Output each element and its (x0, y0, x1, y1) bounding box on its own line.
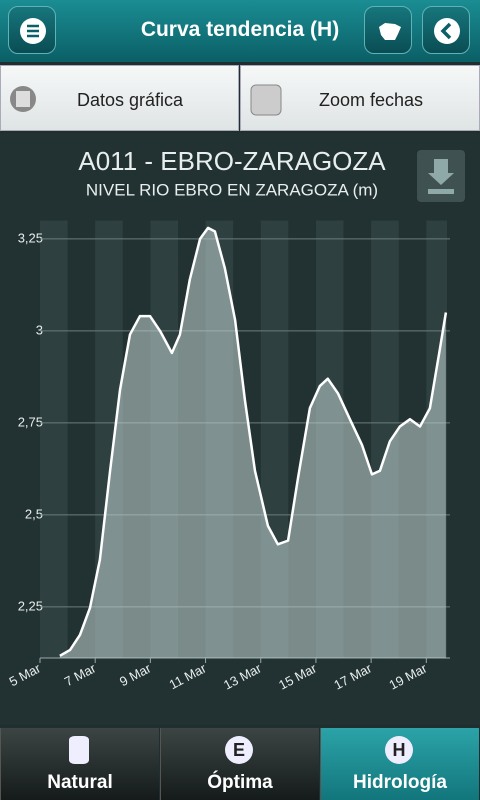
download-button[interactable] (417, 150, 465, 202)
tab-label: Óptima (207, 772, 273, 793)
tab-icon: E (225, 736, 253, 764)
tab-bar: Natural E Óptima H Hidrología (0, 728, 480, 800)
tab[interactable]: Natural (0, 728, 159, 800)
zoom-button[interactable]: Zoom fechas (240, 65, 480, 131)
back-button[interactable] (422, 6, 470, 54)
data-button[interactable]: Datos gráfica (0, 65, 239, 131)
y-tick-label: 3,25 (18, 230, 43, 245)
header: Curva tendencia (H) (0, 0, 480, 62)
area-fill (59, 227, 446, 658)
data-button-label: Datos gráfica (77, 90, 184, 110)
map-button[interactable] (364, 6, 412, 54)
chart-subtitle: NIVEL RIO EBRO EN ZARAGOZA (m) (86, 180, 378, 199)
header-title: Curva tendencia (H) (140, 18, 340, 41)
tab-icon (69, 736, 89, 764)
menu-button[interactable] (8, 6, 56, 54)
tab[interactable]: E Óptima (160, 728, 319, 800)
tab-icon: H (385, 736, 413, 764)
tab[interactable]: H Hidrología (320, 728, 479, 800)
day-stripe (40, 220, 68, 658)
y-tick-label: 2,75 (18, 414, 43, 429)
trend-line (59, 226, 448, 657)
zoom-button-label: Zoom fechas (319, 90, 424, 110)
y-tick-label: 3 (36, 322, 43, 337)
tab-label: Hidrología (353, 772, 447, 793)
y-tick-label: 2,5 (25, 506, 43, 521)
chart-title: A011 - EBRO-ZARAGOZA (78, 146, 386, 176)
tab-label: Natural (47, 772, 113, 793)
y-tick-label: 2,25 (18, 598, 43, 613)
chart: A011 - EBRO-ZARAGOZA NIVEL RIO EBRO EN Z… (0, 133, 480, 725)
